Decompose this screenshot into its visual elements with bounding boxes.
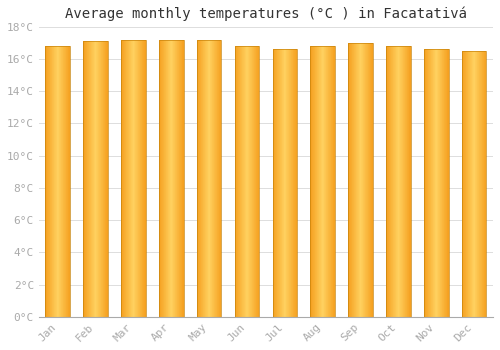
Bar (234, 46, 260, 317)
Bar (84, 41, 108, 317)
Bar (310, 46, 335, 317)
Bar (121, 40, 146, 317)
Bar (348, 43, 373, 317)
Bar (197, 40, 222, 317)
Bar (159, 40, 184, 317)
Bar (46, 46, 70, 317)
Bar (272, 49, 297, 317)
Bar (462, 51, 486, 317)
Bar (424, 49, 448, 317)
Bar (386, 46, 410, 317)
Title: Average monthly temperatures (°C ) in Facatativá: Average monthly temperatures (°C ) in Fa… (65, 7, 467, 21)
